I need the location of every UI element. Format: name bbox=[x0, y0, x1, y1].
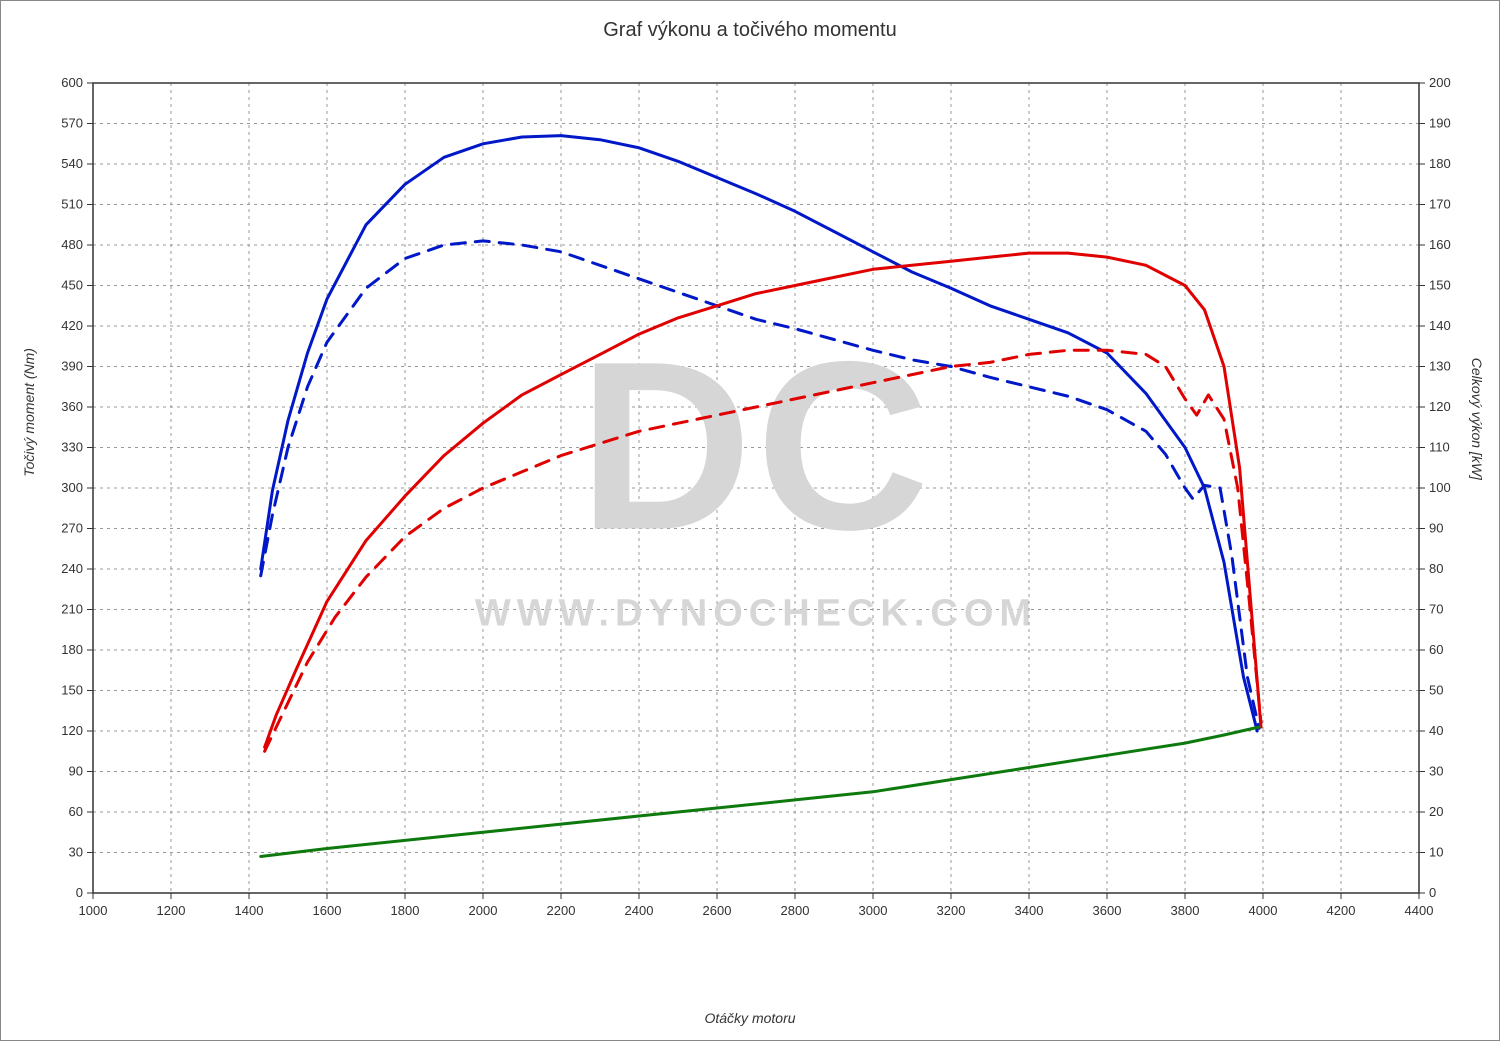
y-right-tick-label: 170 bbox=[1429, 197, 1451, 212]
y-right-tick-label: 80 bbox=[1429, 561, 1443, 576]
y-left-tick-label: 30 bbox=[69, 845, 83, 860]
y-right-tick-label: 70 bbox=[1429, 602, 1443, 617]
y-left-tick-label: 270 bbox=[61, 521, 83, 536]
y-left-tick-label: 450 bbox=[61, 278, 83, 293]
y-left-tick-label: 90 bbox=[69, 764, 83, 779]
y-right-tick-label: 200 bbox=[1429, 75, 1451, 90]
y-left-tick-label: 420 bbox=[61, 318, 83, 333]
x-tick-label: 3600 bbox=[1093, 903, 1122, 918]
x-tick-label: 1200 bbox=[157, 903, 186, 918]
y-left-tick-label: 180 bbox=[61, 642, 83, 657]
x-tick-label: 1000 bbox=[79, 903, 108, 918]
y-left-tick-label: 60 bbox=[69, 804, 83, 819]
y-right-tick-label: 20 bbox=[1429, 804, 1443, 819]
series-losses bbox=[261, 727, 1259, 857]
x-tick-label: 2800 bbox=[781, 903, 810, 918]
y-right-tick-label: 10 bbox=[1429, 845, 1443, 860]
y-left-tick-label: 570 bbox=[61, 116, 83, 131]
x-axis-label: Otáčky motoru bbox=[1, 1010, 1499, 1026]
y-right-tick-label: 100 bbox=[1429, 480, 1451, 495]
y-right-tick-label: 30 bbox=[1429, 764, 1443, 779]
y-right-tick-label: 90 bbox=[1429, 521, 1443, 536]
y-right-tick-label: 60 bbox=[1429, 642, 1443, 657]
x-tick-label: 4400 bbox=[1405, 903, 1434, 918]
y-left-tick-label: 0 bbox=[76, 885, 83, 900]
y-right-tick-label: 160 bbox=[1429, 237, 1451, 252]
y-left-tick-label: 540 bbox=[61, 156, 83, 171]
y-right-tick-label: 40 bbox=[1429, 723, 1443, 738]
y-left-tick-label: 150 bbox=[61, 683, 83, 698]
y-left-tick-label: 240 bbox=[61, 561, 83, 576]
x-tick-label: 2600 bbox=[703, 903, 732, 918]
chart-title: Graf výkonu a točivého momentu bbox=[1, 19, 1499, 42]
y-right-tick-label: 150 bbox=[1429, 278, 1451, 293]
x-tick-label: 3000 bbox=[859, 903, 888, 918]
y-right-tick-label: 140 bbox=[1429, 318, 1451, 333]
plot-area: DCWWW.DYNOCHECK.COM100012001400160018002… bbox=[79, 73, 1433, 943]
x-tick-label: 4000 bbox=[1249, 903, 1278, 918]
x-tick-label: 1600 bbox=[313, 903, 342, 918]
y-right-tick-label: 190 bbox=[1429, 116, 1451, 131]
x-tick-label: 3400 bbox=[1015, 903, 1044, 918]
y-left-tick-label: 480 bbox=[61, 237, 83, 252]
chart-container: Graf výkonu a točivého momentu Točivý mo… bbox=[0, 0, 1500, 1041]
y-right-tick-label: 130 bbox=[1429, 359, 1451, 374]
y-right-tick-label: 0 bbox=[1429, 885, 1436, 900]
x-tick-label: 2200 bbox=[547, 903, 576, 918]
y-left-tick-label: 120 bbox=[61, 723, 83, 738]
y-left-tick-label: 510 bbox=[61, 197, 83, 212]
y-left-tick-label: 390 bbox=[61, 359, 83, 374]
y-right-tick-label: 120 bbox=[1429, 399, 1451, 414]
x-tick-label: 3800 bbox=[1171, 903, 1200, 918]
y-axis-left-label: Točivý moment (Nm) bbox=[21, 348, 37, 477]
y-right-tick-label: 180 bbox=[1429, 156, 1451, 171]
watermark-url: WWW.DYNOCHECK.COM bbox=[475, 593, 1037, 635]
x-tick-label: 4200 bbox=[1327, 903, 1356, 918]
y-right-tick-label: 110 bbox=[1429, 440, 1450, 455]
plot-svg: DCWWW.DYNOCHECK.COM100012001400160018002… bbox=[79, 73, 1433, 943]
x-tick-label: 1800 bbox=[391, 903, 420, 918]
y-right-tick-label: 50 bbox=[1429, 683, 1443, 698]
x-tick-label: 2400 bbox=[625, 903, 654, 918]
y-axis-right-label: Celkový výkon [kW] bbox=[1469, 358, 1485, 480]
x-tick-label: 1400 bbox=[235, 903, 264, 918]
y-left-tick-label: 210 bbox=[61, 602, 83, 617]
y-left-tick-label: 600 bbox=[61, 75, 83, 90]
y-left-tick-label: 330 bbox=[61, 440, 83, 455]
x-tick-label: 3200 bbox=[937, 903, 966, 918]
y-left-tick-label: 300 bbox=[61, 480, 83, 495]
y-left-tick-label: 360 bbox=[61, 399, 83, 414]
x-tick-label: 2000 bbox=[469, 903, 498, 918]
